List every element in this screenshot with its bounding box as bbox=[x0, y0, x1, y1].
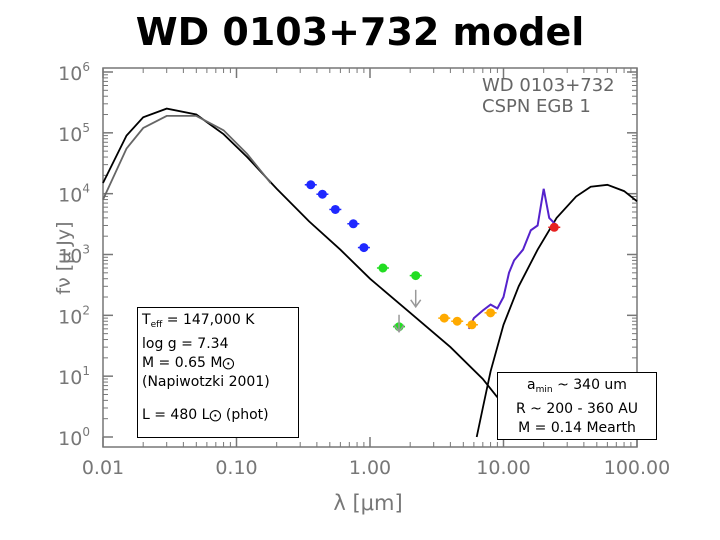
x-tick-label: 0.10 bbox=[215, 457, 257, 479]
teff-prefix: T bbox=[142, 312, 151, 328]
sun-symbol: ⨀ bbox=[222, 356, 235, 370]
lum-text: L = 480 L bbox=[142, 407, 210, 423]
dust-parameters-box: amin ~ 340 um R ~ 200 - 360 AU M = 0.14 … bbox=[497, 372, 657, 440]
irs-spectrum-curve bbox=[467, 188, 558, 330]
curves bbox=[102, 107, 638, 438]
mid-ir-photometry-point bbox=[452, 316, 462, 326]
x-tick-label: 100.00 bbox=[604, 457, 670, 479]
lum-rest: (phot) bbox=[221, 407, 269, 423]
x-tick-label: 1.00 bbox=[349, 457, 391, 479]
dust-mass-line: M = 0.14 Mearth bbox=[518, 420, 636, 436]
optical-photometry-point bbox=[348, 219, 358, 229]
tick-labels: 0.01 0.10 1.00 10.00 100.00 100 101 102 103 104 10… bbox=[58, 60, 670, 479]
teff-value: = 147,000 K bbox=[162, 312, 255, 328]
x-axis-label: λ [μm] bbox=[333, 491, 402, 515]
y-tick-label: 106 bbox=[58, 60, 90, 85]
x-tick-label: 10.00 bbox=[476, 457, 530, 479]
y-tick-label: 102 bbox=[58, 303, 90, 328]
optical-photometry-point bbox=[306, 180, 316, 190]
amin-prefix: a bbox=[527, 377, 536, 393]
y-tick-label: 101 bbox=[58, 364, 90, 389]
mid-ir-photometry-point bbox=[439, 313, 449, 323]
amin-sub: min bbox=[535, 385, 553, 395]
optical-photometry-point bbox=[317, 189, 327, 199]
y-tick-label: 104 bbox=[58, 182, 90, 207]
mips-24-um-point bbox=[549, 222, 559, 232]
near-ir-photometry-point bbox=[411, 271, 421, 281]
teff-line: Teff = 147,000 K bbox=[142, 311, 294, 335]
amin-value: ~ 340 um bbox=[552, 377, 627, 393]
dust-disk-model-curve bbox=[475, 183, 638, 438]
y-axis-label: fν [μ Jy] bbox=[53, 221, 75, 294]
y-tick-label: 105 bbox=[58, 121, 90, 146]
mass-line: M = 0.65 M⨀ bbox=[142, 354, 294, 373]
plot-label-1: WD 0103+732 bbox=[482, 75, 615, 96]
sun-symbol-2: ⨀ bbox=[209, 408, 222, 422]
y-tick-label: 100 bbox=[58, 425, 90, 450]
luminosity-line: L = 480 L⨀ (phot) bbox=[142, 406, 294, 425]
mid-ir-photometry-point bbox=[467, 320, 477, 330]
y-tick-label: 103 bbox=[58, 243, 90, 268]
mass-text: M = 0.65 M bbox=[142, 355, 223, 371]
teff-sub: eff bbox=[150, 320, 163, 330]
stellar-model-alternate--curve bbox=[102, 115, 272, 200]
near-ir-photometry-point bbox=[378, 263, 388, 273]
radius-line: R ~ 200 - 360 AU bbox=[515, 401, 639, 417]
mid-ir-photometry-point bbox=[486, 308, 496, 318]
optical-photometry-point bbox=[330, 204, 340, 214]
slide-title: WD 0103+732 model bbox=[135, 10, 585, 54]
plot-label-2: CSPN EGB 1 bbox=[482, 96, 591, 117]
upper-limit-arrow bbox=[410, 299, 422, 309]
amin-line: amin ~ 340 um bbox=[502, 376, 652, 400]
optical-photometry-point bbox=[359, 243, 369, 253]
logg-line: log g = 7.34 bbox=[142, 336, 229, 352]
upper-limit-arrow bbox=[393, 324, 405, 334]
stellar-photosphere-model-curve bbox=[102, 107, 499, 398]
stellar-parameters-box: Teff = 147,000 K log g = 7.34 M = 0.65 M… bbox=[137, 307, 299, 438]
reference-line: (Napiwotzki 2001) bbox=[142, 374, 270, 390]
x-tick-label: 0.01 bbox=[82, 457, 124, 479]
data-points bbox=[304, 180, 561, 334]
